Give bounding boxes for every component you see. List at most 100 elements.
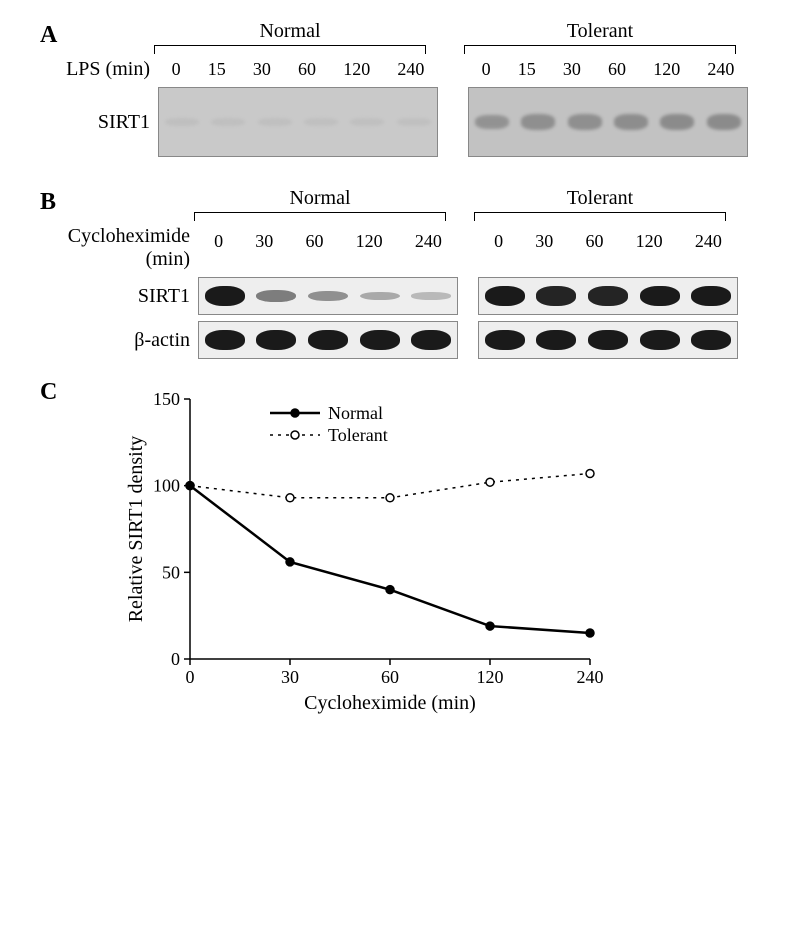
timepoint-label: 0 xyxy=(494,231,503,252)
timepoint-label: 240 xyxy=(415,231,442,252)
timepoint-label: 0 xyxy=(214,231,223,252)
x-tick-label: 0 xyxy=(186,667,195,687)
blot-band xyxy=(411,330,451,350)
panel-c-letter: C xyxy=(40,379,57,406)
series-marker xyxy=(386,586,394,594)
x-tick-label: 30 xyxy=(281,667,299,687)
blot-band xyxy=(588,330,628,350)
panel-a-blot-tolerant xyxy=(468,87,748,157)
y-tick-label: 0 xyxy=(171,649,180,669)
timepoint-label: 15 xyxy=(208,59,226,80)
timepoint-label: 60 xyxy=(305,231,323,252)
blot-band xyxy=(258,118,292,127)
blot-band xyxy=(707,114,741,130)
panel-b-letter: B xyxy=(40,189,56,216)
blot-band xyxy=(640,286,680,306)
panel-a-blot-normal xyxy=(158,87,438,157)
timepoint-label: 120 xyxy=(343,59,370,80)
series-marker xyxy=(186,482,194,490)
panel-b-blot-normal-actin xyxy=(198,321,458,359)
blot-band xyxy=(411,292,451,300)
timepoint-label: 15 xyxy=(518,59,536,80)
blot-band xyxy=(485,330,525,350)
blot-band xyxy=(691,286,731,306)
blot-band xyxy=(536,330,576,350)
timepoint-label: 240 xyxy=(707,59,734,80)
timepoint-label: 30 xyxy=(253,59,271,80)
timepoint-label: 0 xyxy=(172,59,181,80)
blot-band xyxy=(568,114,602,129)
blot-band xyxy=(205,286,245,306)
bracket xyxy=(154,45,426,54)
bracket xyxy=(474,212,726,221)
blot-band xyxy=(360,330,400,350)
figure: A NormalTolerantLPS (min)015306012024001… xyxy=(20,20,780,729)
timepoint-label: 0 xyxy=(482,59,491,80)
series-marker xyxy=(586,470,594,478)
series-marker xyxy=(286,494,294,502)
series-marker xyxy=(486,622,494,630)
legend-label: Normal xyxy=(328,403,383,423)
blot-band xyxy=(691,330,731,350)
panel-b-sirt1-label: SIRT1 xyxy=(20,285,198,308)
blot-band xyxy=(588,286,628,305)
panel-b-blot-normal-sirt1 xyxy=(198,277,458,315)
timepoint-label: 120 xyxy=(653,59,680,80)
panel-b-blot-tolerant-sirt1 xyxy=(478,277,738,315)
timepoint-label: 240 xyxy=(695,231,722,252)
y-tick-label: 50 xyxy=(162,562,180,582)
panel-b-blot-tolerant-actin xyxy=(478,321,738,359)
blot-band xyxy=(256,290,296,302)
panel-b-normal-label: Normal xyxy=(190,187,450,210)
timepoint-label: 30 xyxy=(563,59,581,80)
bracket xyxy=(464,45,736,54)
blot-band xyxy=(308,330,348,350)
x-tick-label: 120 xyxy=(477,667,504,687)
blot-band xyxy=(165,118,199,127)
panel-b-tolerant-label: Tolerant xyxy=(470,187,730,210)
panel-c: C 05010015003060120240Relative SIRT1 den… xyxy=(20,389,780,729)
blot-band xyxy=(211,118,245,127)
panel-b-row-label: Cycloheximide(min) xyxy=(20,225,198,271)
timepoint-label: 60 xyxy=(585,231,603,252)
timepoint-label: 30 xyxy=(535,231,553,252)
blot-band xyxy=(660,114,694,130)
y-tick-label: 150 xyxy=(153,389,180,409)
legend-label: Tolerant xyxy=(328,425,388,445)
panel-c-chart: 0 50 100 150 0 30 60 120 240 Relative SIRT1 densi… xyxy=(120,389,640,729)
y-tick-label: 100 xyxy=(153,476,180,496)
blot-band xyxy=(308,291,348,302)
blot-band xyxy=(397,118,431,126)
panel-a-row-label: LPS (min) xyxy=(20,58,158,81)
blot-band xyxy=(485,286,525,306)
timepoint-label: 120 xyxy=(356,231,383,252)
panel-b-actin-label: β-actin xyxy=(20,329,198,352)
timepoint-label: 60 xyxy=(298,59,316,80)
series-line xyxy=(190,486,590,633)
panel-a-tolerant-label: Tolerant xyxy=(460,20,740,43)
blot-band xyxy=(304,118,338,127)
x-tick-label: 240 xyxy=(577,667,604,687)
series-marker xyxy=(586,629,594,637)
blot-band xyxy=(205,330,245,350)
series-marker xyxy=(386,494,394,502)
series-marker xyxy=(486,478,494,486)
panel-a-normal-label: Normal xyxy=(150,20,430,43)
y-axis-label: Relative SIRT1 density xyxy=(125,436,147,623)
blot-band xyxy=(360,292,400,301)
blot-band xyxy=(350,118,384,127)
panel-a-letter: A xyxy=(40,22,57,49)
panel-b: B Normal Tolerant Cycloheximide(min) 0 30 60 1… xyxy=(20,187,780,359)
blot-band xyxy=(256,330,296,350)
blot-band xyxy=(614,114,648,130)
x-tick-label: 60 xyxy=(381,667,399,687)
timepoint-label: 30 xyxy=(255,231,273,252)
panel-a: A Normal Tolerant LPS (min) 0 15 30 60 120 240 0 1… xyxy=(20,20,780,157)
blot-band xyxy=(640,330,680,350)
blot-band xyxy=(475,115,509,129)
series-marker xyxy=(286,558,294,566)
blot-band xyxy=(536,286,576,305)
timepoint-label: 240 xyxy=(397,59,424,80)
timepoint-label: 120 xyxy=(636,231,663,252)
timepoint-label: 60 xyxy=(608,59,626,80)
